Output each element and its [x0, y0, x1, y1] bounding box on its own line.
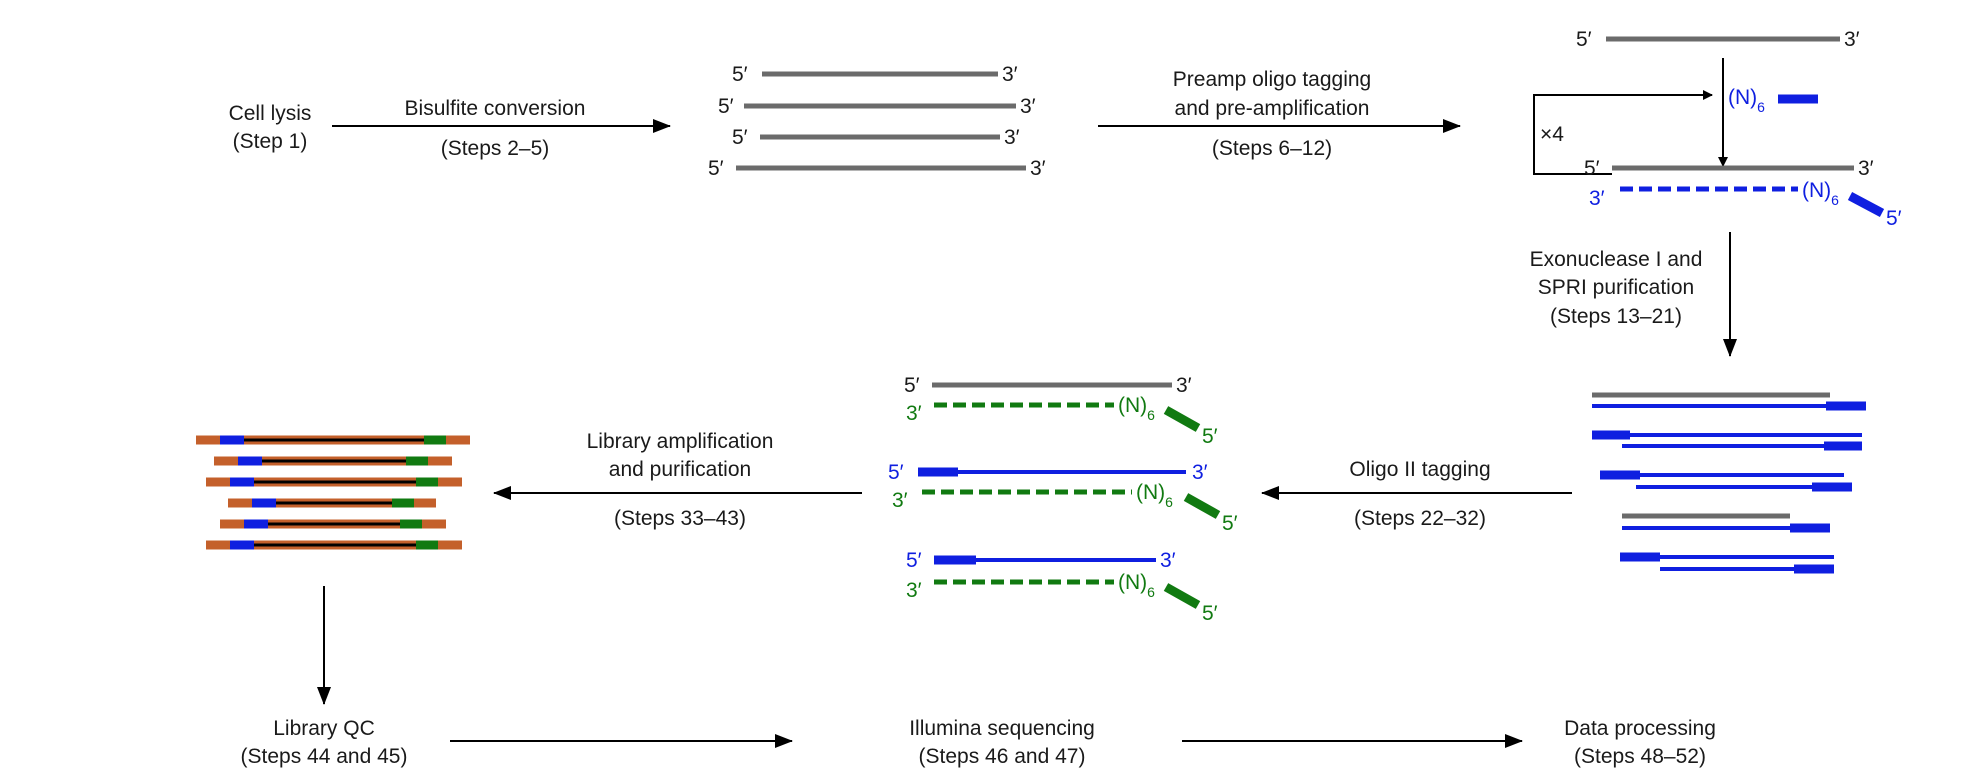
- three-prime-label: 3′: [1844, 28, 1860, 51]
- library-qc-title: Library QC: [273, 717, 375, 740]
- primer-n-text: (N): [1118, 394, 1147, 417]
- five-prime-label: 5′: [732, 63, 748, 86]
- exonuclease-line1: Exonuclease I and: [1530, 248, 1703, 271]
- exonuclease-steps: (Steps 13–21): [1550, 305, 1682, 328]
- three-prime-label: 3′: [1589, 187, 1605, 210]
- five-prime-label: 5′: [1202, 425, 1218, 448]
- preamp-steps: (Steps 6–12): [1212, 137, 1332, 160]
- five-prime-label: 5′: [708, 157, 724, 180]
- three-prime-label: 3′: [1176, 374, 1192, 397]
- primer-icon: [1183, 493, 1221, 519]
- three-prime-label: 3′: [1160, 549, 1176, 572]
- oligo2-steps: (Steps 22–32): [1354, 507, 1486, 530]
- primer-icon: [1847, 192, 1885, 217]
- primer-n-subscript: 6: [1757, 99, 1765, 115]
- primer-n-subscript: 6: [1831, 192, 1839, 208]
- primer-n-subscript: 6: [1147, 584, 1155, 600]
- bisulfite-steps: (Steps 2–5): [441, 137, 550, 160]
- sequencing-title: Illumina sequencing: [909, 717, 1095, 740]
- data-processing-title: Data processing: [1564, 717, 1716, 740]
- repeat-count-label: ×4: [1540, 123, 1564, 146]
- converted-dna-strands: 5′ 3′ 5′ 3′ 5′ 3′ 5′ 3′: [708, 63, 1046, 180]
- primer-n-subscript: 6: [1165, 494, 1173, 510]
- five-prime-label: 5′: [906, 549, 922, 572]
- exonuclease-line2: SPRI purification: [1538, 276, 1694, 299]
- preamp-line2: and pre-amplification: [1175, 97, 1370, 120]
- five-prime-label: 5′: [888, 461, 904, 484]
- five-prime-label: 5′: [1584, 157, 1600, 180]
- five-prime-label: 5′: [1576, 28, 1592, 51]
- three-prime-label: 3′: [1002, 63, 1018, 86]
- library-amp-line2: and purification: [609, 458, 751, 481]
- primer-n-text: (N): [1136, 481, 1165, 504]
- three-prime-label: 3′: [1030, 157, 1046, 180]
- primer-icon: [1163, 406, 1201, 432]
- five-prime-label: 5′: [904, 374, 920, 397]
- library-amp-steps: (Steps 33–43): [614, 507, 746, 530]
- primer-n-label: (N)6: [1728, 86, 1765, 115]
- library-qc-steps: (Steps 44 and 45): [241, 745, 408, 768]
- five-prime-label: 5′: [1886, 207, 1902, 230]
- purified-products: [1592, 392, 1866, 574]
- three-prime-label: 3′: [1858, 157, 1874, 180]
- three-prime-label: 3′: [906, 402, 922, 425]
- cell-lysis-title: Cell lysis: [229, 102, 312, 125]
- five-prime-label: 5′: [1222, 512, 1238, 535]
- library-amp-line1: Library amplification: [587, 430, 774, 453]
- cell-lysis-step: Cell lysis (Step 1): [229, 102, 312, 153]
- primer-n-label: (N)6: [1802, 179, 1839, 208]
- primer-n-subscript: 6: [1147, 407, 1155, 423]
- five-prime-label: 5′: [732, 126, 748, 149]
- primer-n-text: (N): [1118, 571, 1147, 594]
- three-prime-label: 3′: [1192, 461, 1208, 484]
- primer-n-text: (N): [1802, 179, 1831, 202]
- data-processing-steps: (Steps 48–52): [1574, 745, 1706, 768]
- preamp-cycle: 5′ 3′ (N)6 ×4 5′ 3′ 3′ (N)6 5′: [1533, 28, 1902, 230]
- five-prime-label: 5′: [718, 95, 734, 118]
- primer-n-label: (N)6: [1136, 481, 1173, 510]
- library-fragments: [196, 435, 470, 550]
- preamp-line1: Preamp oligo tagging: [1173, 68, 1371, 91]
- bisulfite-title: Bisulfite conversion: [405, 97, 586, 120]
- primer-icon: [1163, 583, 1201, 609]
- five-prime-label: 5′: [1202, 602, 1218, 625]
- cell-lysis-steps: (Step 1): [233, 130, 308, 153]
- three-prime-label: 3′: [1020, 95, 1036, 118]
- three-prime-label: 3′: [892, 489, 908, 512]
- three-prime-label: 3′: [906, 579, 922, 602]
- primer-n-text: (N): [1728, 86, 1757, 109]
- oligo2-title: Oligo II tagging: [1349, 458, 1490, 481]
- primer-n-label: (N)6: [1118, 394, 1155, 423]
- sequencing-steps: (Steps 46 and 47): [919, 745, 1086, 768]
- repeat-loop-icon: [1533, 90, 1713, 175]
- oligo2-tagged-products: 5′ 3′ 3′ (N)6 5′ 5′ 3′ 3′ (N)6 5′ 5′ 3′ …: [888, 374, 1238, 625]
- primer-n-label: (N)6: [1118, 571, 1155, 600]
- three-prime-label: 3′: [1004, 126, 1020, 149]
